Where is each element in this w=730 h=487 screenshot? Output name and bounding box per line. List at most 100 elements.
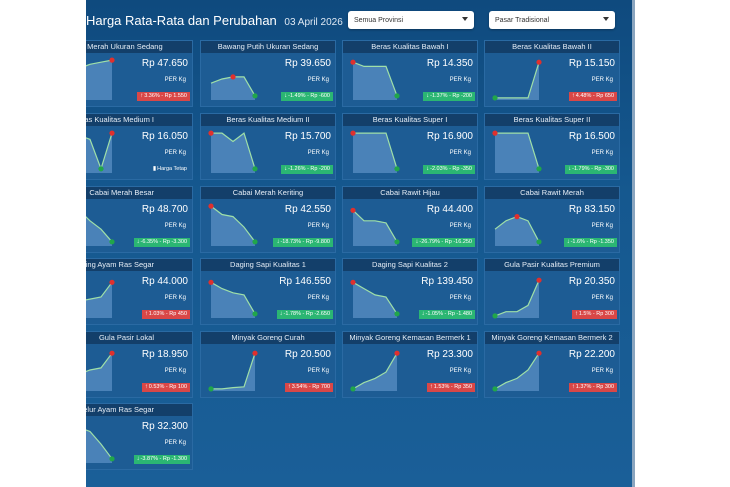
commodity-card[interactable]: Beras Kualitas Super I Rp 16.900 PER Kg ↓-2… xyxy=(342,113,478,180)
sparkline-line xyxy=(495,132,540,169)
price-change-badge: ↓-1.05% - Rp -1.480 xyxy=(418,310,475,319)
arrow-down-icon: ↓ xyxy=(426,93,430,99)
chevron-down-icon xyxy=(462,17,468,21)
price-change-text: -3.87% - Rp -1.300 xyxy=(140,456,187,462)
sparkline-max-point xyxy=(536,350,542,356)
sparkline-max-point xyxy=(350,207,356,213)
commodity-price: Rp 18.950 xyxy=(141,349,188,360)
arrow-down-icon: ↓ xyxy=(415,239,419,245)
arrow-down-icon: ↓ xyxy=(284,93,288,99)
page-title-text: Harga Rata-Rata dan Perubahan xyxy=(86,13,277,28)
commodity-name: Beras Kualitas Super I xyxy=(343,114,477,126)
commodity-card[interactable]: Telur Ayam Ras Segar Rp 32.300 PER Kg ↓-3.8… xyxy=(86,403,193,470)
commodity-card[interactable]: Minyak Goreng Kemasan Bermerk 1 Rp 23.300… xyxy=(342,331,478,398)
commodity-price: Rp 48.700 xyxy=(141,204,188,215)
sparkline-line xyxy=(86,281,113,301)
price-change-badge: ↓-1.78% - Rp -2.650 xyxy=(276,310,333,319)
sparkline-min-point xyxy=(394,166,400,172)
dashboard-panel: Harga Rata-Rata dan Perubahan 03 April 2… xyxy=(86,0,633,487)
price-sparkline xyxy=(86,216,115,246)
sparkline-max-point xyxy=(109,130,115,136)
commodity-name: Beras Kualitas Medium I xyxy=(86,114,192,126)
commodity-card[interactable]: Beras Kualitas Bawah I Rp 14.350 PER Kg ↓-1… xyxy=(342,40,478,107)
price-sparkline xyxy=(492,130,542,173)
commodity-price: Rp 32.300 xyxy=(141,421,188,432)
price-sparkline xyxy=(350,59,400,100)
sparkline-area xyxy=(495,133,539,173)
commodity-name: Cabai Merah Besar xyxy=(86,187,192,199)
price-change-badge: ↓-3.87% - Rp -1.300 xyxy=(133,455,190,464)
commodity-card[interactable]: Cabai Rawit Merah Rp 83.150 PER Kg ↓-1.6% -… xyxy=(484,186,620,253)
sparkline-min-point xyxy=(252,93,258,99)
commodity-card[interactable]: Bawang Merah Ukuran Sedang Rp 47.650 PER K… xyxy=(86,40,193,107)
commodity-card[interactable]: Gula Pasir Kualitas Premium Rp 20.350 PER … xyxy=(484,258,620,325)
price-change-badge: ↓-1.26% - Rp -200 xyxy=(281,165,333,174)
sparkline-min-point xyxy=(492,95,498,101)
price-change-badge: ↑1.03% - Rp 450 xyxy=(141,310,190,319)
price-change-text: -18.73% - Rp -9.800 xyxy=(280,239,330,245)
price-unit: PER Kg xyxy=(307,223,329,229)
price-sparkline xyxy=(350,279,400,318)
commodity-card[interactable]: Daging Sapi Kualitas 1 Rp 146.550 PER Kg ↓-… xyxy=(200,258,336,325)
province-select[interactable]: Semua Provinsi xyxy=(348,11,474,29)
commodity-card[interactable]: Minyak Goreng Curah Rp 20.500 PER Kg ↑3.54%… xyxy=(200,331,336,398)
sparkline-min-point xyxy=(350,386,356,392)
arrow-down-icon: ↓ xyxy=(421,311,425,317)
commodity-card[interactable]: Cabai Merah Keriting Rp 42.550 PER Kg ↓-18.… xyxy=(200,186,336,253)
commodity-card[interactable]: Minyak Goreng Kemasan Bermerk 2 Rp 22.200… xyxy=(484,331,620,398)
commodity-name: Minyak Goreng Kemasan Bermerk 2 xyxy=(485,332,619,344)
sparkline-area xyxy=(86,216,112,246)
arrow-down-icon: ↓ xyxy=(276,239,280,245)
sparkline-line xyxy=(494,279,540,317)
price-change-badge: ↓-18.73% - Rp -9.800 xyxy=(273,238,333,247)
price-sparkline xyxy=(210,74,258,100)
arrow-up-icon: ↑ xyxy=(571,384,575,390)
commodity-card[interactable]: Cabai Rawit Hijau Rp 44.400 PER Kg ↓-26.79%… xyxy=(342,186,478,253)
price-change-text: 1.5% - Rp 300 xyxy=(578,311,614,317)
chevron-down-icon xyxy=(603,17,609,21)
price-unit: PER Kg xyxy=(449,223,471,229)
commodity-price: Rp 15.150 xyxy=(568,58,615,69)
commodity-card[interactable]: Beras Kualitas Super II Rp 16.500 PER Kg ↓-… xyxy=(484,113,620,180)
commodity-card[interactable]: Bawang Putih Ukuran Sedang Rp 39.650 PER K… xyxy=(200,40,336,107)
scrollbar[interactable] xyxy=(632,0,635,487)
commodity-card[interactable]: Cabai Merah Besar Rp 48.700 PER Kg ↓-6.35% … xyxy=(86,186,193,253)
price-unit: PER Kg xyxy=(164,77,186,83)
price-sparkline xyxy=(86,130,115,173)
commodity-price: Rp 47.650 xyxy=(141,58,188,69)
price-change-text: -6.35% - Rp -3.300 xyxy=(140,239,187,245)
price-unit: PER Kg xyxy=(591,77,613,83)
sparkline-min-point xyxy=(109,456,115,462)
page-date: 03 April 2026 xyxy=(284,17,343,28)
sparkline-min-point xyxy=(536,239,542,245)
commodity-price: Rp 83.150 xyxy=(568,204,615,215)
sparkline-area xyxy=(86,429,112,463)
price-change-text: 3.36% - Rp 1.550 xyxy=(144,93,187,99)
sparkline-line xyxy=(352,61,398,97)
sparkline-max-point xyxy=(492,130,498,136)
commodity-card[interactable]: Gula Pasir Lokal Rp 18.950 PER Kg ↑0.53% - … xyxy=(86,331,193,398)
market-select[interactable]: Pasar Tradisional xyxy=(489,11,615,29)
price-change-text: 4.48% - Rp 650 xyxy=(575,93,614,99)
price-sparkline xyxy=(350,207,400,246)
sparkline-min-point xyxy=(492,313,498,319)
commodity-card[interactable]: Daging Sapi Kualitas 2 Rp 139.450 PER Kg ↓-… xyxy=(342,258,478,325)
sparkline-max-point xyxy=(109,279,115,285)
sparkline-area xyxy=(86,133,112,173)
commodity-card[interactable]: Beras Kualitas Bawah II Rp 15.150 PER Kg ↑4… xyxy=(484,40,620,107)
commodity-card[interactable]: Beras Kualitas Medium II Rp 15.700 PER Kg ↓… xyxy=(200,113,336,180)
commodity-card[interactable]: Daging Ayam Ras Segar Rp 44.000 PER Kg ↑1.0… xyxy=(86,258,193,325)
price-sparkline xyxy=(492,59,542,101)
sparkline-min-point xyxy=(394,239,400,245)
price-change-text: -26.79% - Rp -16.250 xyxy=(419,239,472,245)
price-change-text: 0.53% - Rp 100 xyxy=(148,384,187,390)
price-change-badge: ↓-26.79% - Rp -16.250 xyxy=(412,238,475,247)
arrow-up-icon: ↑ xyxy=(429,384,433,390)
commodity-name: Cabai Merah Keriting xyxy=(201,187,335,199)
sparkline-line xyxy=(211,132,256,169)
commodity-price: Rp 44.000 xyxy=(141,276,188,287)
commodity-name: Beras Kualitas Super II xyxy=(485,114,619,126)
arrow-down-icon: ↓ xyxy=(568,166,572,172)
commodity-card[interactable]: Beras Kualitas Medium I Rp 16.050 PER Kg ▮H… xyxy=(86,113,193,180)
commodity-name: Minyak Goreng Curah xyxy=(201,332,335,344)
